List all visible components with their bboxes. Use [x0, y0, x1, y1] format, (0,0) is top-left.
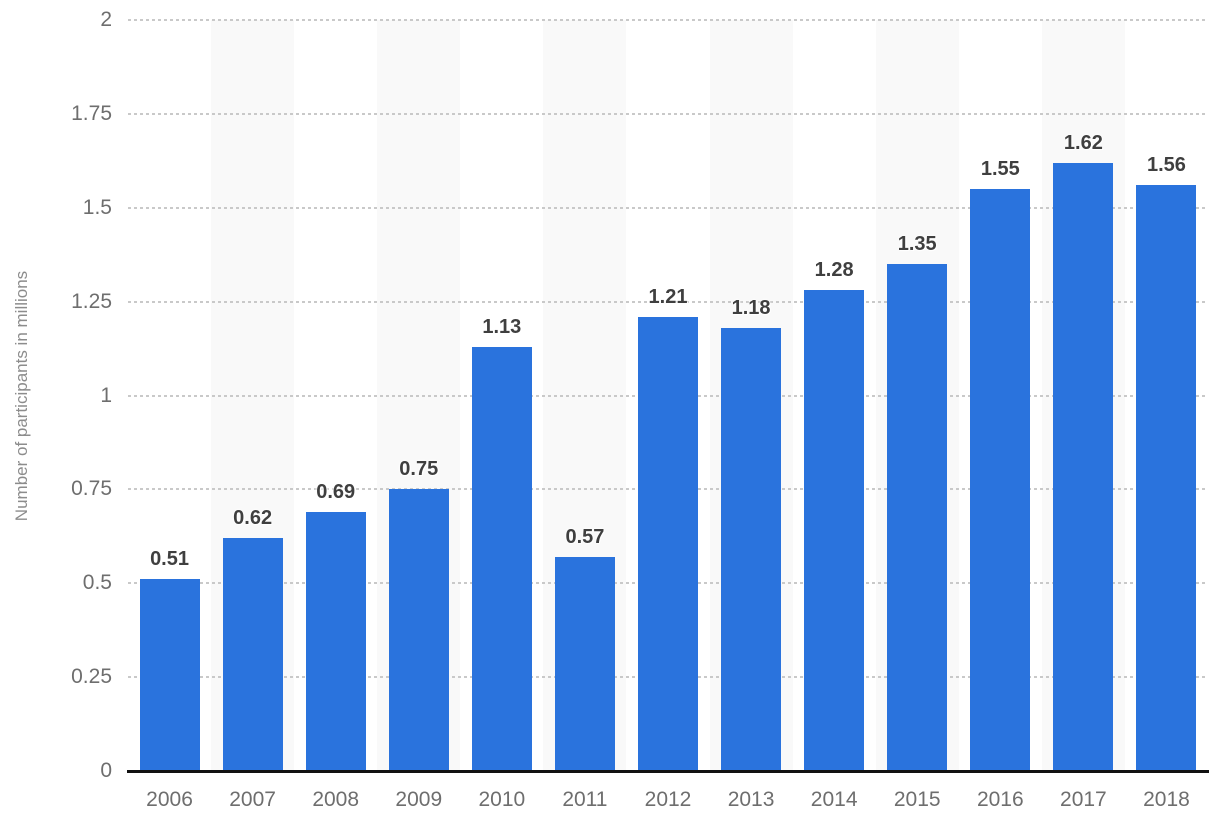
bar-2009 [388, 489, 449, 771]
bar-2017 [1053, 162, 1114, 771]
y-tick-label: 0.5 [82, 571, 112, 595]
bar-value-label: 0.69 [316, 480, 356, 503]
x-tick-label: 2012 [644, 788, 692, 811]
x-tick-label: 2016 [976, 788, 1024, 811]
x-tick-label: 2011 [562, 788, 608, 811]
x-tick-label: 2006 [146, 788, 193, 811]
bar-2014 [804, 290, 865, 771]
gridline [128, 206, 1208, 209]
bar-value-label: 1.21 [648, 285, 688, 308]
bar-value-label: 1.28 [814, 259, 854, 282]
bar-2010 [471, 346, 532, 771]
x-tick-label: 2014 [810, 788, 858, 811]
bar-value-label: 0.57 [565, 525, 605, 548]
bar-2015 [887, 264, 948, 771]
bar-value-label: 0.75 [399, 458, 439, 481]
y-tick-label: 0 [100, 759, 112, 782]
bar-2007 [222, 538, 283, 771]
bar-value-label: 0.62 [233, 507, 273, 530]
y-tick-label: 1.75 [71, 101, 112, 125]
bar-value-label: 1.13 [482, 315, 522, 338]
bar-2008 [305, 511, 366, 771]
bar-2011 [554, 556, 615, 771]
bar-2012 [638, 316, 698, 771]
x-tick-label: 2008 [312, 788, 360, 811]
x-tick-label: 2010 [478, 788, 526, 811]
bar-2006 [139, 579, 200, 771]
bar-2018 [1136, 185, 1197, 771]
bar-value-label: 1.35 [897, 233, 937, 256]
y-tick-label: 1.5 [82, 195, 112, 219]
y-tick-label: 1.25 [71, 289, 112, 313]
gridline [128, 112, 1208, 115]
bar-2013 [721, 327, 782, 771]
bar-value-label: 1.56 [1146, 154, 1186, 177]
bar-value-label: 0.51 [150, 548, 189, 571]
y-tick-label: 2 [100, 8, 112, 31]
gridline [128, 19, 1208, 21]
bar-value-label: 1.55 [980, 157, 1020, 180]
x-tick-label: 2015 [893, 788, 941, 811]
x-axis-line [127, 770, 1209, 773]
x-tick-label: 2009 [395, 788, 443, 811]
x-tick-label: 2018 [1143, 788, 1190, 811]
x-tick-label: 2007 [229, 788, 276, 811]
y-tick-label: 0.25 [71, 665, 112, 689]
x-tick-label: 2017 [1060, 788, 1107, 811]
bar-2016 [970, 188, 1031, 771]
bar-value-label: 1.18 [731, 296, 771, 319]
bar-value-label: 1.62 [1063, 131, 1103, 154]
x-tick-label: 2013 [727, 788, 775, 811]
y-tick-label: 1 [100, 383, 112, 407]
gridline [128, 300, 1208, 303]
y-tick-label: 0.75 [71, 477, 112, 501]
